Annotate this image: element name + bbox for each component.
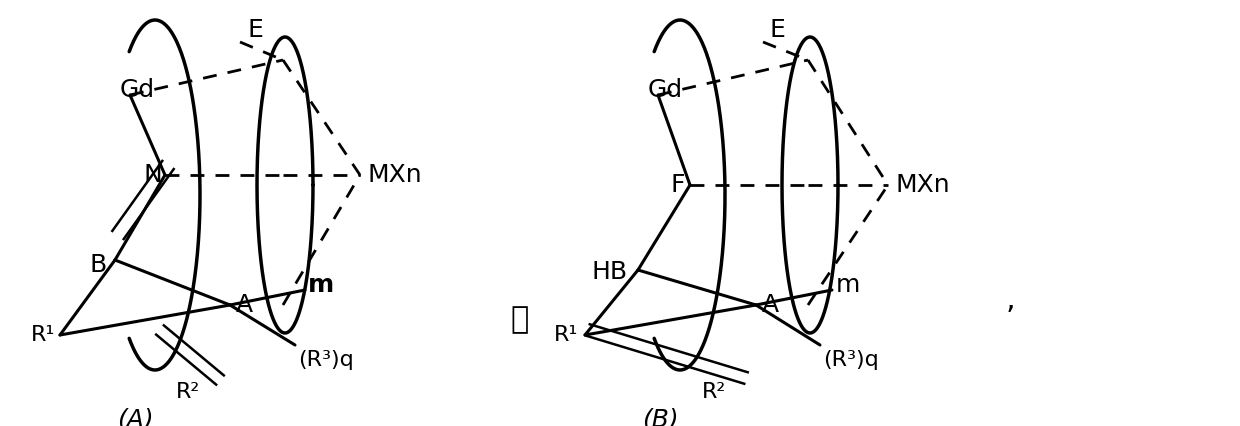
Text: B: B bbox=[89, 253, 107, 277]
Text: 和: 和 bbox=[511, 305, 529, 334]
Text: ,: , bbox=[1006, 285, 1014, 314]
Text: HB: HB bbox=[591, 260, 627, 284]
Text: Gd: Gd bbox=[649, 78, 683, 102]
Text: N: N bbox=[144, 163, 162, 187]
Text: A: A bbox=[763, 293, 779, 317]
Text: MXn: MXn bbox=[897, 173, 951, 197]
Text: m: m bbox=[836, 273, 861, 297]
Text: R¹: R¹ bbox=[31, 325, 55, 345]
Text: A: A bbox=[236, 293, 253, 317]
Text: (A): (A) bbox=[117, 408, 154, 426]
Text: F: F bbox=[671, 173, 684, 197]
Text: E: E bbox=[248, 18, 264, 42]
Text: m: m bbox=[308, 273, 335, 297]
Text: (B): (B) bbox=[641, 408, 678, 426]
Text: R²: R² bbox=[176, 382, 200, 402]
Text: (R³)q: (R³)q bbox=[298, 350, 353, 370]
Text: R²: R² bbox=[702, 382, 727, 402]
Text: MXn: MXn bbox=[368, 163, 423, 187]
Text: (R³)q: (R³)q bbox=[823, 350, 879, 370]
Text: Gd: Gd bbox=[120, 78, 155, 102]
Text: E: E bbox=[770, 18, 786, 42]
Text: R¹: R¹ bbox=[553, 325, 578, 345]
